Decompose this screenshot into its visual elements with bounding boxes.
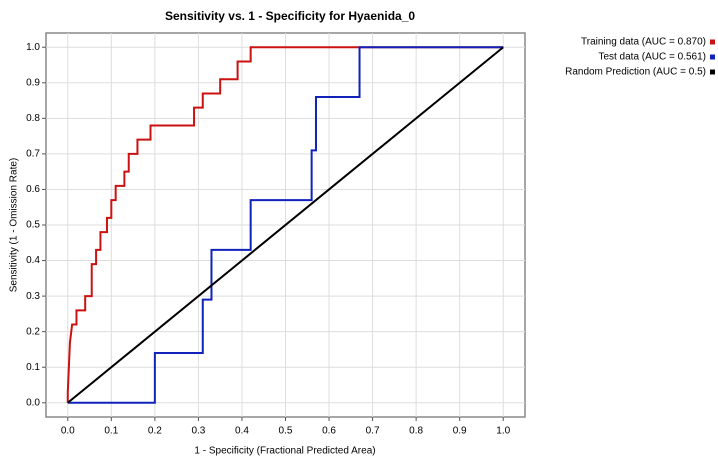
legend-label: Test data (AUC = 0.561)	[598, 52, 706, 63]
x-tick-label: 1.0	[496, 426, 510, 437]
y-tick-label: 0.1	[26, 362, 40, 373]
y-axis-label: Sensitivity (1 - Omission Rate)	[9, 158, 20, 292]
y-tick-label: 0.6	[26, 184, 40, 195]
x-tick-label: 0.6	[322, 426, 336, 437]
x-tick-label: 0.2	[148, 426, 162, 437]
x-axis-label: 1 - Specificity (Fractional Predicted Ar…	[194, 446, 375, 457]
legend-swatch	[710, 39, 715, 45]
x-tick-label: 0.8	[409, 426, 423, 437]
y-tick-label: 0.2	[26, 326, 40, 337]
x-tick-label: 0.1	[104, 426, 118, 437]
y-tick-label: 0.5	[26, 220, 40, 231]
series-line	[66, 46, 504, 403]
x-tick-label: 0.7	[366, 426, 380, 437]
legend-label: Random Prediction (AUC = 0.5)	[565, 67, 706, 78]
series-line	[67, 46, 504, 404]
y-tick-label: 0.9	[26, 77, 40, 88]
y-tick-label: 0.3	[26, 291, 40, 302]
y-tick-label: 0.7	[26, 149, 40, 160]
legend-swatch	[710, 54, 715, 60]
chart-title: Sensitivity vs. 1 - Specificity for Hyae…	[165, 9, 415, 23]
y-tick-label: 1.0	[26, 42, 40, 53]
series-line	[67, 46, 504, 404]
legend-swatch	[710, 69, 715, 75]
x-tick-label: 0.5	[279, 426, 293, 437]
legend-label: Training data (AUC = 0.870)	[581, 37, 706, 48]
x-tick-label: 0.9	[453, 426, 467, 437]
x-tick-label: 0.0	[61, 426, 75, 437]
y-tick-label: 0.8	[26, 113, 40, 124]
y-tick-label: 0.0	[26, 397, 40, 408]
x-tick-label: 0.4	[235, 426, 249, 437]
x-tick-label: 0.3	[191, 426, 205, 437]
y-tick-label: 0.4	[26, 255, 40, 266]
